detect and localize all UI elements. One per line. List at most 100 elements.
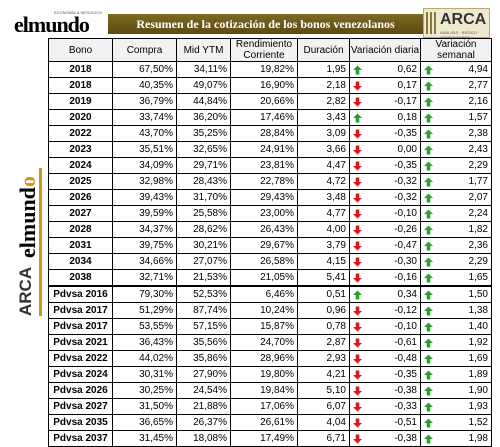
cell-variacion-diaria: -0,38 <box>349 382 421 399</box>
cell-duracion: 2,93 <box>297 350 350 367</box>
arrow-up-icon <box>424 225 433 235</box>
cell-mid-ytm: 21,53% <box>176 269 231 287</box>
arrow-down-icon <box>353 193 362 203</box>
cell-rendimiento: 26,43% <box>230 221 298 238</box>
cell-duracion: 3,48 <box>297 189 350 206</box>
cell-bono: Pdvsa 2021 <box>48 334 113 351</box>
cell-variacion-semanal: 1,93 <box>420 398 492 415</box>
cell-variacion-semanal: 2,29 <box>420 157 492 174</box>
cell-compra: 43,70% <box>112 125 177 142</box>
cell-duracion: 4,72 <box>297 173 350 190</box>
cell-variacion-semanal: 2,36 <box>420 237 492 254</box>
elmundo-logo-subtitle: ECONOMÍA & NEGOCIOS <box>54 10 103 15</box>
table-header-row: Bono Compra Mid YTM Rendimiento Corrient… <box>48 38 492 62</box>
cell-bono: 2018 <box>48 61 113 78</box>
cell-duracion: 4,21 <box>297 366 350 383</box>
cell-variacion-semanal: 1,50 <box>420 285 492 303</box>
cell-compra: 34,37% <box>112 221 177 238</box>
table-row: Pdvsa 2024 30,31% 27,90% 19,80% 4,21 -0,35 1,8… <box>48 366 492 383</box>
cell-bono: 2024 <box>48 157 113 174</box>
cell-bono: 2025 <box>48 173 113 190</box>
cell-compra: 36,65% <box>112 414 177 431</box>
arrow-up-icon <box>424 257 433 267</box>
cell-compra: 39,75% <box>112 237 177 254</box>
side-elmundo-text: elmundo <box>15 176 40 258</box>
cell-rendimiento: 22,78% <box>230 173 298 190</box>
cell-mid-ytm: 27,07% <box>176 253 231 270</box>
arrow-up-icon <box>424 241 433 251</box>
cell-rendimiento: 17,49% <box>230 430 298 447</box>
cell-variacion-diaria: -0,26 <box>349 221 421 238</box>
arrow-down-icon <box>353 402 362 412</box>
cell-compra: 32,71% <box>112 269 177 287</box>
bonds-table: Bono Compra Mid YTM Rendimiento Corrient… <box>48 38 492 447</box>
arrow-up-icon <box>424 338 433 348</box>
table-row: 2023 35,51% 32,65% 24,91% 3,66 0,00 2,43 <box>48 141 492 158</box>
cell-variacion-semanal: 2,77 <box>420 77 492 94</box>
cell-rendimiento: 19,80% <box>230 366 298 383</box>
cell-rendimiento: 23,00% <box>230 205 298 222</box>
arrow-down-icon <box>353 257 362 267</box>
cell-duracion: 3,79 <box>297 237 350 254</box>
cell-duracion: 0,51 <box>297 285 350 303</box>
cell-duracion: 4,00 <box>297 221 350 238</box>
cell-compra: 30,25% <box>112 382 177 399</box>
arrow-down-icon <box>353 129 362 139</box>
table-row: Pdvsa 2027 31,50% 21,88% 17,06% 6,07 -0,33 1,9… <box>48 398 492 415</box>
cell-variacion-semanal: 4,94 <box>420 61 492 78</box>
arrow-down-icon <box>353 225 362 235</box>
cell-variacion-semanal: 2,43 <box>420 141 492 158</box>
cell-bono: 2026 <box>48 189 113 206</box>
cell-variacion-semanal: 1,69 <box>420 350 492 367</box>
cell-variacion-diaria: 0,00 <box>349 141 421 158</box>
cell-duracion: 3,66 <box>297 141 350 158</box>
cell-rendimiento: 19,82% <box>230 61 298 78</box>
cell-mid-ytm: 28,62% <box>176 221 231 238</box>
cell-bono: Pdvsa 2037 <box>48 430 113 447</box>
cell-variacion-semanal: 2,16 <box>420 93 492 110</box>
cell-mid-ytm: 32,65% <box>176 141 231 158</box>
cell-mid-ytm: 49,07% <box>176 77 231 94</box>
cell-mid-ytm: 21,88% <box>176 398 231 415</box>
table-row: Pdvsa 2022 44,02% 35,86% 28,96% 2,93 -0,48 1,6… <box>48 350 492 367</box>
cell-mid-ytm: 25,58% <box>176 205 231 222</box>
cell-variacion-diaria: -0,10 <box>349 318 421 335</box>
table-body: 2018 67,50% 34,11% 19,82% 1,95 0,62 4,94 2018 40… <box>48 61 492 447</box>
cell-variacion-semanal: 2,07 <box>420 189 492 206</box>
cell-compra: 32,98% <box>112 173 177 190</box>
arrow-up-icon <box>424 386 433 396</box>
cell-mid-ytm: 52,53% <box>176 285 231 303</box>
cell-duracion: 4,47 <box>297 157 350 174</box>
col-header-duracion: Duración <box>297 38 350 62</box>
cell-bono: 2027 <box>48 205 113 222</box>
arrow-down-icon <box>353 306 362 316</box>
table-row: Pdvsa 2021 36,43% 35,56% 24,70% 2,87 -0,61 1,9… <box>48 334 492 351</box>
cell-variacion-semanal: 1,57 <box>420 109 492 126</box>
table-row: 2025 32,98% 28,43% 22,78% 4,72 -0,32 1,77 <box>48 173 492 190</box>
arrow-down-icon <box>353 370 362 380</box>
cell-compra: 33,74% <box>112 109 177 126</box>
cell-rendimiento: 28,96% <box>230 350 298 367</box>
cell-variacion-diaria: -0,32 <box>349 173 421 190</box>
cell-variacion-diaria: -0,33 <box>349 398 421 415</box>
cell-variacion-diaria: -0,10 <box>349 205 421 222</box>
arrow-up-icon <box>424 65 433 75</box>
cell-bono: 2018 <box>48 77 113 94</box>
cell-variacion-diaria: -0,17 <box>349 93 421 110</box>
table-row: 2019 36,79% 44,84% 20,66% 2,82 -0,17 2,16 <box>48 93 492 110</box>
cell-rendimiento: 29,43% <box>230 189 298 206</box>
arrow-up-icon <box>424 193 433 203</box>
cell-variacion-semanal: 1,98 <box>420 430 492 447</box>
col-header-rendimiento: Rendimiento Corriente <box>230 38 298 62</box>
arrow-down-icon <box>353 241 362 251</box>
cell-variacion-diaria: -0,51 <box>349 414 421 431</box>
cell-variacion-diaria: -0,32 <box>349 189 421 206</box>
arrow-down-icon <box>353 322 362 332</box>
cell-bono: Pdvsa 2016 <box>48 285 113 303</box>
cell-mid-ytm: 30,21% <box>176 237 231 254</box>
arrow-up-icon <box>424 434 433 444</box>
cell-compra: 35,51% <box>112 141 177 158</box>
arrow-up-icon <box>424 161 433 171</box>
arrow-up-icon <box>424 354 433 364</box>
cell-variacion-diaria: 0,62 <box>349 61 421 78</box>
